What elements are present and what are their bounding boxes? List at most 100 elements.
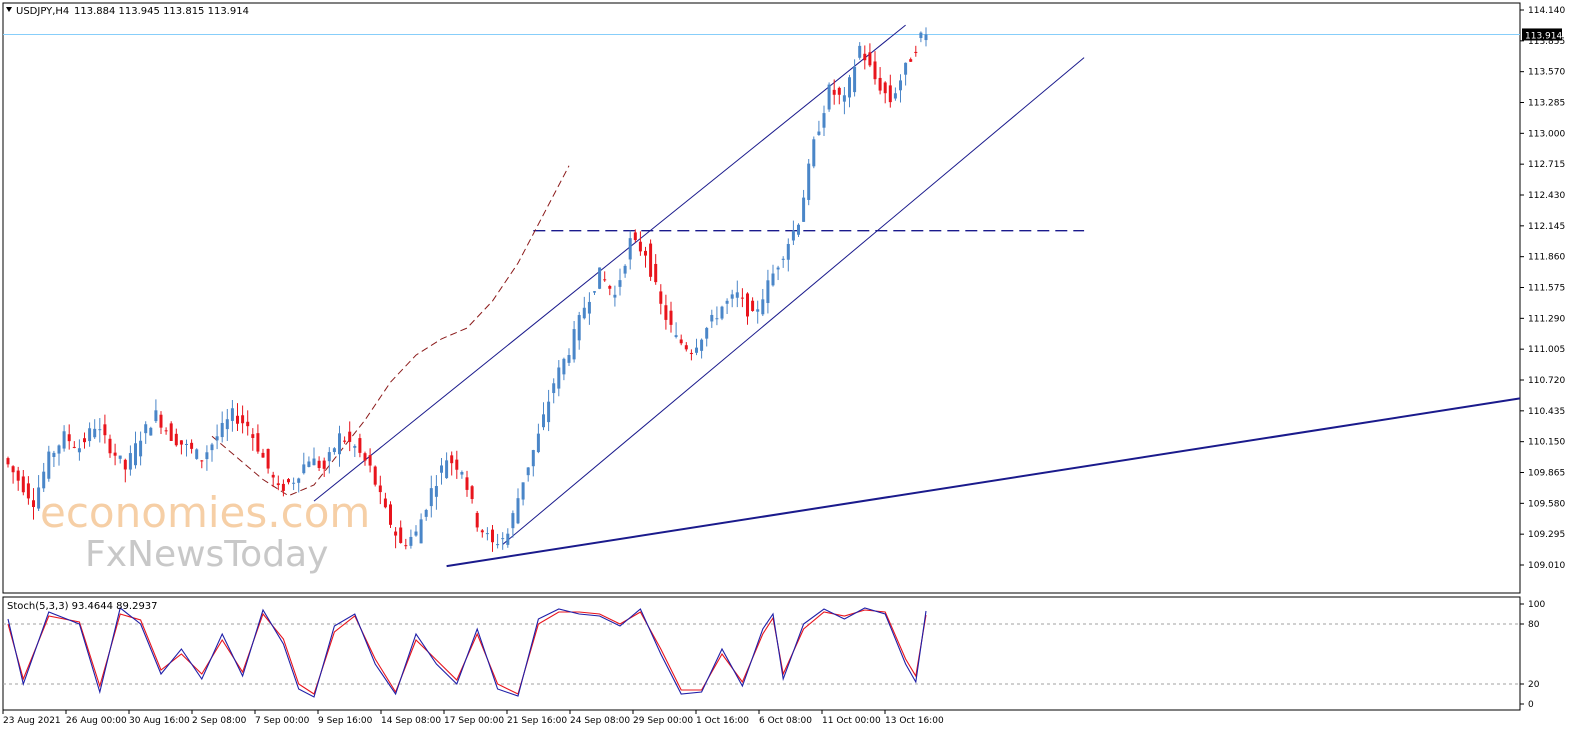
candle-body (251, 434, 255, 438)
candle-body (802, 197, 806, 222)
candle-body (837, 87, 841, 95)
candle-body (399, 527, 403, 543)
candle-body (628, 238, 632, 260)
candle-body (195, 449, 199, 459)
candle-body (113, 452, 117, 456)
candle-body (582, 307, 586, 319)
candle-body (108, 438, 112, 454)
candle-body (419, 519, 423, 544)
candle-body (572, 329, 576, 360)
candle-body (123, 459, 127, 470)
y-tick-label: 113.000 (1528, 129, 1565, 139)
candle-body (526, 467, 530, 476)
candle-body (470, 486, 474, 500)
candle-body (276, 483, 280, 486)
candle-body (536, 433, 540, 453)
candle-body (307, 461, 311, 467)
candle-body (266, 448, 270, 469)
x-tick-label: 26 Aug 00:00 (66, 716, 127, 726)
candle-body (899, 80, 902, 91)
y-tick-label: 111.575 (1528, 284, 1565, 294)
candle-body (236, 415, 239, 424)
candle-body (873, 61, 877, 80)
candle-body (378, 485, 382, 493)
candle-body (593, 291, 596, 293)
candle-body (98, 429, 102, 431)
candle-body (684, 345, 688, 350)
candle-body (455, 459, 459, 470)
candle-body (725, 300, 729, 304)
candle-body (705, 327, 709, 339)
watermark-line2: FxNewsToday (85, 534, 328, 575)
candle-body (735, 292, 739, 298)
candle-body (893, 93, 897, 99)
candle-body (134, 443, 137, 466)
x-tick-label: 17 Sep 00:00 (444, 716, 504, 726)
candle-body (496, 544, 500, 546)
current-price-badge (1522, 28, 1562, 41)
candle-body (567, 355, 571, 363)
candle-body (475, 512, 479, 528)
candle-body (77, 448, 81, 453)
candle-body (638, 241, 642, 252)
candle-body (740, 297, 744, 299)
candle-body (511, 513, 515, 529)
candle-body (679, 339, 683, 344)
candle-body (343, 440, 347, 442)
candle-body (88, 428, 92, 442)
y-tick-label: 114.140 (1528, 6, 1565, 16)
candle-body (904, 62, 908, 75)
candle-body (139, 440, 143, 457)
candle-body (67, 434, 71, 442)
y-tick-label: 110.720 (1528, 376, 1565, 386)
collapse-triangle-icon[interactable] (6, 7, 12, 12)
candle-body (210, 444, 214, 451)
candle-body (547, 401, 551, 423)
candle-body (287, 479, 290, 483)
candle-body (363, 453, 367, 461)
candle-body (215, 436, 219, 441)
candle-body (608, 285, 612, 289)
candle-body (281, 483, 285, 491)
candle-body (914, 51, 918, 53)
candle-body (185, 443, 188, 445)
candle-body (57, 445, 61, 454)
stoch-level-label: 100 (1528, 600, 1545, 610)
candle-body (440, 465, 443, 473)
candle-body (710, 314, 714, 322)
candle-body (730, 294, 734, 299)
candle-body (557, 367, 561, 389)
candle-body (644, 250, 647, 256)
y-tick-label: 110.435 (1528, 407, 1565, 417)
candle-body (807, 163, 811, 200)
candle-body (32, 500, 35, 508)
x-tick-label: 2 Sep 08:00 (192, 716, 247, 726)
candle-body (501, 538, 505, 540)
candle-body (429, 488, 433, 507)
y-tick-label: 112.145 (1528, 222, 1565, 232)
candle-body (720, 306, 724, 319)
current-price-label: 113.914 (1525, 31, 1562, 41)
candle-body (225, 419, 229, 430)
candle-body (394, 531, 398, 536)
candle-body (791, 230, 795, 241)
candle-body (358, 438, 362, 453)
y-tick-label: 113.855 (1528, 37, 1565, 47)
candle-body (373, 466, 377, 485)
candle-body (424, 509, 428, 517)
candle-body (909, 59, 913, 62)
candle-body (491, 529, 494, 543)
symbol-label: USDJPY,H4 (16, 6, 69, 17)
candle-body (603, 279, 607, 281)
candle-body (531, 450, 535, 467)
candle-body (246, 421, 250, 427)
candle-body (6, 458, 10, 465)
watermark-line1: economies.com (40, 488, 370, 537)
candle-body (516, 498, 520, 524)
candle-body (389, 504, 392, 525)
trendline-channel-upper (313, 24, 906, 502)
candle-body (664, 305, 668, 320)
y-tick-label: 109.865 (1528, 469, 1565, 479)
candle-body (613, 294, 617, 298)
